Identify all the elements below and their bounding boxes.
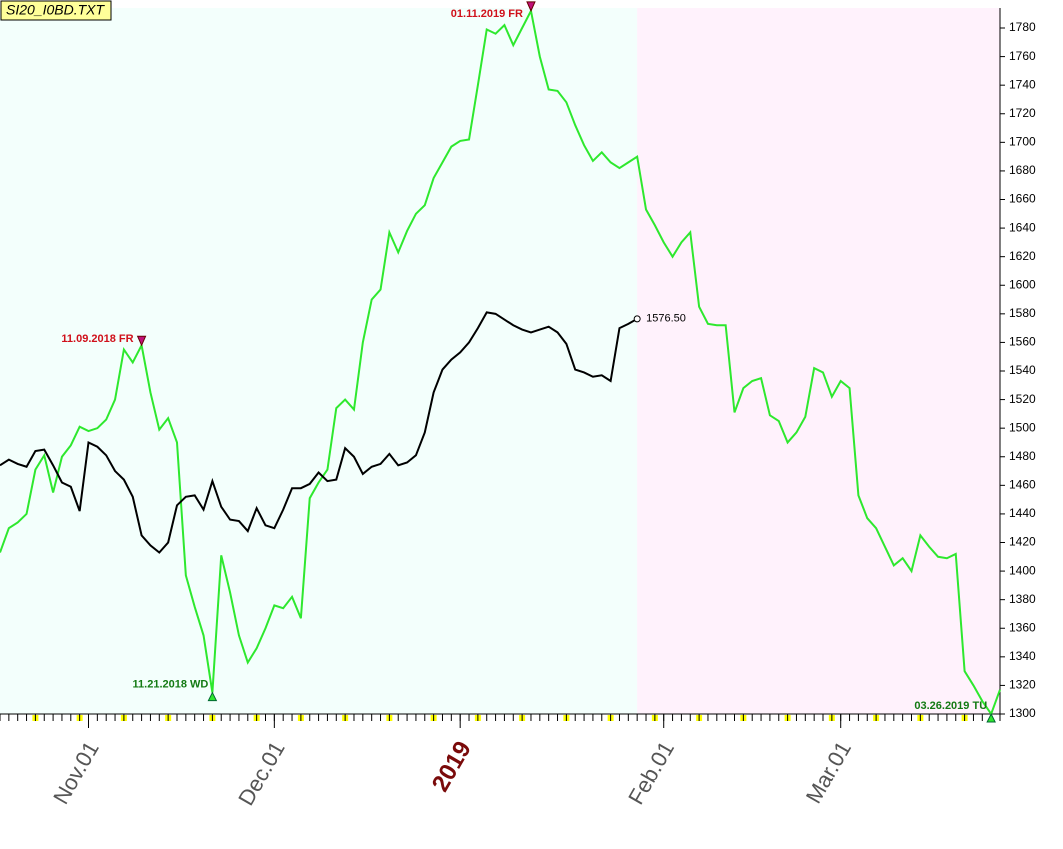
y-tick-label: 1680: [1009, 163, 1036, 177]
y-tick-label: 1660: [1009, 192, 1036, 206]
value-label: 1576.50: [646, 313, 686, 325]
annotation: 11.21.2018 WD: [133, 678, 209, 690]
y-tick-label: 1440: [1009, 506, 1036, 520]
y-tick-label: 1700: [1009, 135, 1036, 149]
series-line: [0, 7, 1001, 717]
title-box: [0, 0, 112, 21]
high-marker: [136, 335, 147, 347]
y-tick-label: 1460: [1009, 478, 1036, 492]
high-marker: [526, 1, 536, 13]
low-marker: [207, 691, 218, 702]
chart-title: SI20_I0BD.TXT: [6, 2, 105, 18]
y-tick-label: 1420: [1009, 535, 1036, 549]
y-tick-label: 1520: [1009, 392, 1036, 406]
annotation: 03.26.2019 TU: [914, 700, 987, 712]
end-marker: [633, 315, 641, 323]
y-tick-label: 1780: [1009, 20, 1036, 34]
y-tick-label: 1380: [1009, 592, 1036, 606]
y-tick-label: 1300: [1009, 706, 1036, 720]
y-tick-label: 1560: [1009, 335, 1036, 349]
y-tick-label: 1400: [1009, 563, 1036, 577]
y-tick-label: 1620: [1009, 249, 1036, 263]
annotation: 01.11.2019 FR: [451, 8, 523, 20]
y-tick-label: 1580: [1009, 306, 1036, 320]
annotation: 11.09.2018 FR: [61, 333, 133, 345]
y-tick-label: 1600: [1009, 277, 1036, 291]
projection-region: [637, 8, 1000, 714]
y-tick-label: 1500: [1009, 420, 1036, 434]
y-tick-label: 1360: [1009, 620, 1036, 634]
series-line: [0, 311, 638, 554]
low-marker: [986, 712, 996, 723]
y-tick-label: 1340: [1009, 649, 1036, 663]
y-tick-label: 1640: [1009, 220, 1036, 234]
y-tick-label: 1320: [1009, 678, 1036, 692]
y-tick-label: 1740: [1009, 77, 1036, 91]
history-region: [0, 8, 638, 714]
y-tick-label: 1760: [1009, 49, 1036, 63]
y-tick-label: 1480: [1009, 449, 1036, 463]
y-tick-label: 1720: [1009, 106, 1036, 120]
y-tick-label: 1540: [1009, 363, 1036, 377]
